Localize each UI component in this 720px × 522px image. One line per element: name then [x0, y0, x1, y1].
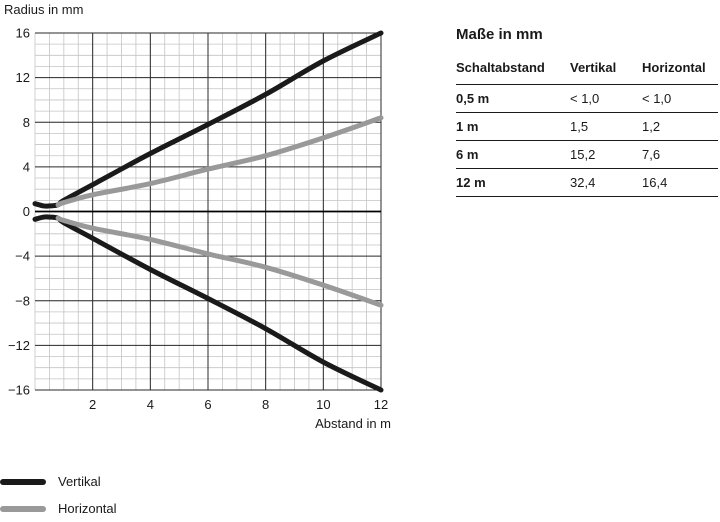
x-axis-label: Abstand in m — [315, 416, 391, 431]
series-line-vertikal — [32, 214, 384, 393]
y-tick-label: 12 — [16, 70, 30, 85]
legend-swatch-vertikal — [0, 478, 46, 485]
legend-item-vertikal: Vertikal — [0, 468, 300, 495]
cell-vertikal: 32,4 — [570, 175, 596, 190]
cell-horizontal: 1,2 — [642, 119, 661, 134]
series-line-vertikal — [32, 30, 384, 209]
legend-swatch-horizontal — [0, 505, 46, 512]
table-title: Maße in mm — [456, 26, 543, 43]
cell-schaltabstand: 0,5 m — [456, 91, 490, 106]
y-tick-label: 16 — [16, 26, 30, 41]
cell-schaltabstand: 12 m — [456, 175, 486, 190]
header-vertikal: Vertikal — [570, 60, 617, 75]
y-tick-label: −16 — [8, 383, 30, 398]
y-tick-label: 4 — [23, 159, 30, 174]
legend-label-horizontal: Horizontal — [58, 501, 117, 516]
legend: Vertikal Horizontal — [0, 468, 300, 522]
cell-schaltabstand: 6 m — [456, 147, 479, 162]
series-layer — [32, 30, 384, 393]
y-tick-label: −4 — [15, 249, 30, 264]
cell-vertikal: < 1,0 — [570, 91, 600, 106]
tick-labels: 16 12 8 4 0 −4 −8 −12 −16 2 4 6 8 10 12 — [8, 26, 388, 413]
table-row: 12 m 32,4 16,4 — [456, 168, 718, 197]
cell-vertikal: 1,5 — [570, 119, 589, 134]
table-row: 0,5 m < 1,0 < 1,0 — [456, 84, 718, 113]
grid-major — [35, 32, 382, 391]
cell-horizontal: 16,4 — [642, 175, 668, 190]
chart: 16 12 8 4 0 −4 −8 −12 −16 2 4 6 8 10 12 Radius in mm A… — [4, 2, 391, 431]
table-header-row: Schaltabstand Vertikal Horizontal — [456, 60, 718, 85]
x-tick-label: 8 — [262, 397, 269, 412]
x-tick-label: 12 — [374, 397, 388, 412]
legend-label-vertikal: Vertikal — [58, 474, 101, 489]
dimensions-panel: Maße in mm Schaltabstand Vertikal Horizo… — [456, 24, 720, 197]
header-schaltabstand: Schaltabstand — [456, 60, 545, 75]
x-tick-label: 4 — [147, 397, 154, 412]
y-tick-label: 8 — [23, 115, 30, 130]
cell-schaltabstand: 1 m — [456, 119, 479, 134]
x-tick-label: 6 — [204, 397, 211, 412]
y-tick-label: −8 — [15, 293, 30, 308]
cell-horizontal: 7,6 — [642, 147, 661, 162]
cell-horizontal: < 1,0 — [642, 91, 672, 106]
y-tick-label: 0 — [23, 204, 30, 219]
cell-vertikal: 15,2 — [570, 147, 596, 162]
header-horizontal: Horizontal — [642, 60, 706, 75]
series-line-horizontal — [55, 115, 384, 208]
y-tick-label: −12 — [8, 338, 30, 353]
x-tick-label: 2 — [89, 397, 96, 412]
x-tick-label: 10 — [316, 397, 330, 412]
y-axis-label: Radius in mm — [4, 2, 83, 17]
dimensions-table: Schaltabstand Vertikal Horizontal 0,5 m … — [456, 60, 718, 197]
series-line-horizontal — [55, 215, 384, 308]
legend-item-horizontal: Horizontal — [0, 495, 300, 522]
table-row: 6 m 15,2 7,6 — [456, 140, 718, 169]
table-row: 1 m 1,5 1,2 — [456, 112, 718, 141]
